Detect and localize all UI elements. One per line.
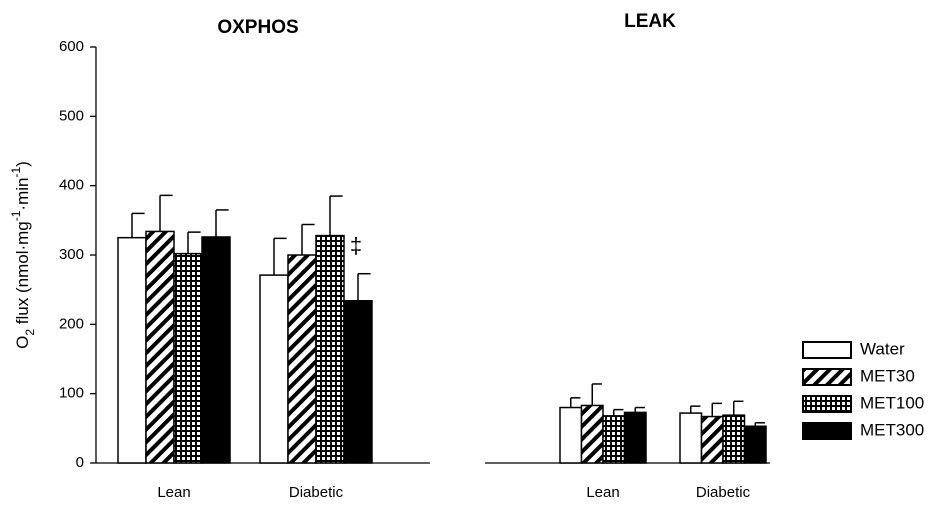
bar: [700, 415, 724, 464]
bar: [602, 415, 626, 464]
legend-swatch: [802, 422, 852, 440]
bar: [145, 230, 175, 464]
bar: [315, 234, 345, 464]
legend-label: MET100: [860, 393, 924, 412]
panel-title: OXPHOS: [217, 17, 298, 38]
legend-swatch: [802, 368, 852, 386]
bar: [201, 236, 231, 464]
panel-title: LEAK: [624, 11, 676, 32]
y-tick-label: 200: [59, 315, 84, 332]
y-tick-label: 400: [59, 177, 84, 194]
x-tick-label: Diabetic: [696, 484, 751, 501]
bar: [117, 236, 147, 464]
bar: [343, 300, 373, 464]
y-axis-label-part: 2: [23, 329, 37, 336]
y-tick-label: 300: [59, 246, 84, 263]
legend-label: Water: [860, 339, 905, 358]
y-axis-label-part: ): [13, 161, 32, 167]
y-tick-label: 500: [59, 107, 84, 124]
x-tick-label: Diabetic: [289, 484, 344, 501]
bar: [722, 414, 746, 464]
y-tick-label: 600: [59, 38, 84, 55]
annotation: ‡: [350, 233, 362, 258]
bar: [743, 425, 767, 464]
bar: [580, 404, 604, 464]
y-axis-label-part: flux (nmol·mg: [13, 221, 32, 329]
bar: [259, 274, 289, 464]
y-axis-label: O2 flux (nmol·mg-1·min-1): [9, 161, 37, 349]
legend-label: MET300: [860, 420, 924, 439]
legend-label: MET30: [860, 366, 915, 385]
bar: [623, 411, 647, 464]
bar: [287, 254, 317, 464]
bar: [679, 412, 703, 464]
legend-swatch: [802, 341, 852, 359]
y-axis-label-part: -1: [9, 167, 23, 178]
y-axis-label-part: ·min: [13, 178, 32, 211]
legend-swatch: [802, 395, 852, 413]
x-tick-label: Lean: [157, 484, 190, 501]
bar: [173, 252, 203, 464]
y-tick-label: 100: [59, 385, 84, 402]
y-axis-label-part: -1: [9, 210, 23, 221]
y-axis-label-part: O: [13, 336, 32, 349]
y-tick-label: 0: [76, 454, 84, 471]
x-tick-label: Lean: [586, 484, 619, 501]
bar: [559, 406, 583, 464]
